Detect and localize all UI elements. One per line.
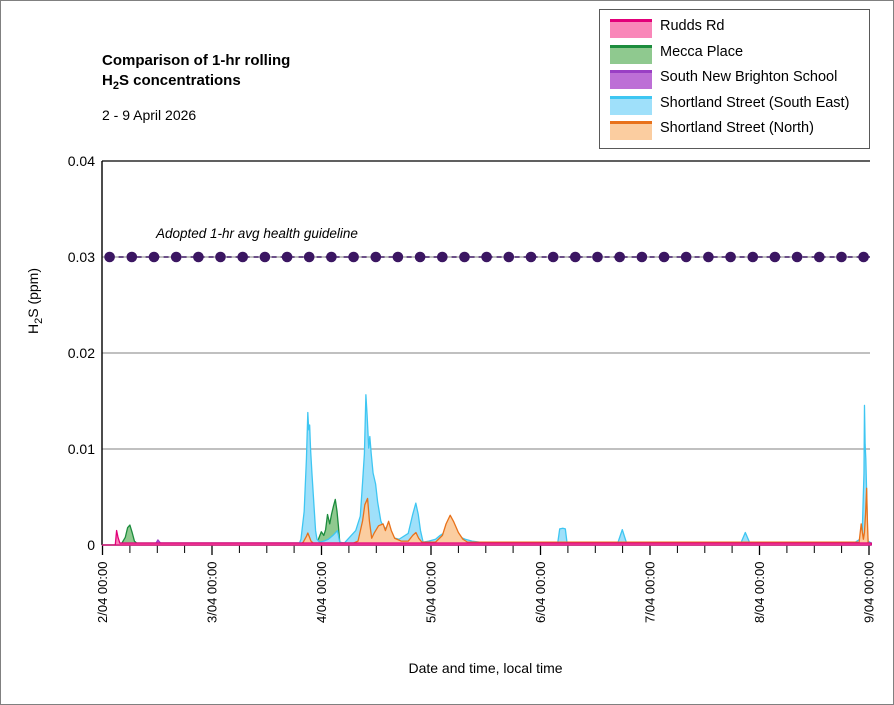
svg-text:7/04 00:00: 7/04 00:00 [643, 562, 658, 623]
svg-text:5/04 00:00: 5/04 00:00 [424, 562, 439, 623]
svg-text:0.04: 0.04 [68, 153, 95, 169]
svg-text:0.01: 0.01 [68, 441, 95, 457]
svg-text:2/04 00:00: 2/04 00:00 [95, 562, 110, 623]
svg-text:Adopted 1-hr avg health guidel: Adopted 1-hr avg health guideline [155, 226, 358, 241]
svg-text:0.03: 0.03 [68, 249, 95, 265]
svg-text:8/04 00:00: 8/04 00:00 [752, 562, 767, 623]
svg-text:4/04 00:00: 4/04 00:00 [314, 562, 329, 623]
svg-text:0.02: 0.02 [68, 345, 95, 361]
svg-text:0: 0 [87, 537, 95, 553]
svg-text:6/04 00:00: 6/04 00:00 [533, 562, 548, 623]
svg-text:3/04 00:00: 3/04 00:00 [205, 562, 220, 623]
svg-text:9/04 00:00: 9/04 00:00 [862, 562, 877, 623]
